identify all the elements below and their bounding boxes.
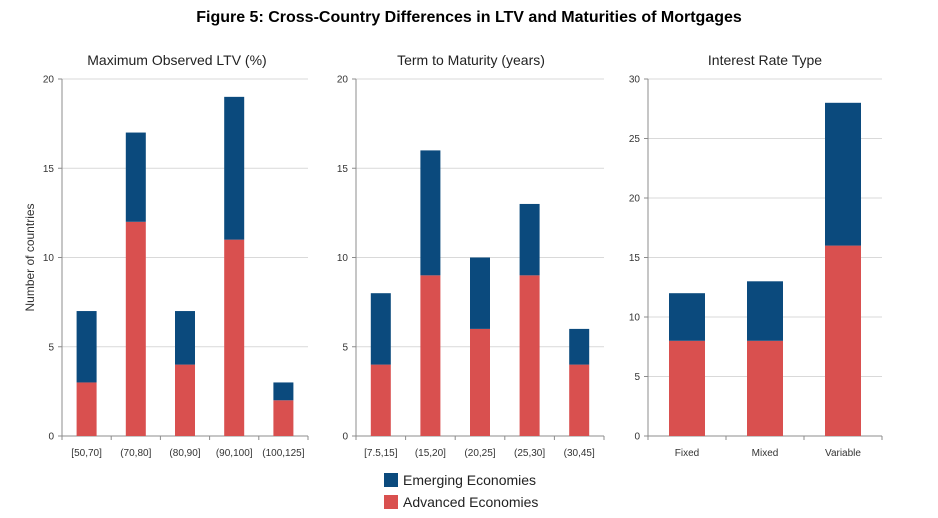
x-tick-label: Variable — [825, 448, 861, 459]
y-axis-label: Number of countries — [23, 203, 37, 311]
x-tick-label: (15,20] — [415, 448, 446, 459]
chart-title: Maximum Observed LTV (%) — [87, 52, 266, 68]
y-tick-label: 15 — [337, 164, 349, 175]
x-tick-label: (80,90] — [169, 448, 200, 459]
y-tick-label: 10 — [629, 313, 641, 324]
bar-emerging — [76, 311, 97, 383]
x-tick-label: (30,45] — [564, 448, 595, 459]
x-tick-label: (70,80] — [120, 448, 151, 459]
bar-emerging — [273, 382, 294, 401]
bar-advanced — [825, 245, 861, 436]
bar-advanced — [569, 364, 590, 436]
bar-advanced — [470, 328, 490, 436]
bar-advanced — [420, 275, 441, 436]
y-tick-label: 5 — [48, 342, 54, 353]
chart-panel-1: Maximum Observed LTV (%) 0 5 10 15 20 [50,70] (… — [23, 52, 309, 459]
chart-panel-2: Term to Maturity (years) 0 5 10 15 20 [7.5,15]… — [337, 52, 605, 459]
y-tick-label: 10 — [43, 253, 55, 264]
y-tick-label: 10 — [337, 253, 349, 264]
legend-swatch — [384, 495, 398, 509]
x-tick-label: [7.5,15] — [364, 448, 398, 459]
y-tick-label: 30 — [629, 75, 641, 86]
bar-emerging — [825, 102, 861, 246]
chart-title: Interest Rate Type — [708, 52, 822, 68]
bar-emerging — [519, 203, 540, 276]
bar-advanced — [224, 239, 245, 436]
y-tick-label: 5 — [342, 342, 348, 353]
x-tick-label: [50,70] — [71, 448, 102, 459]
bar-advanced — [125, 221, 146, 436]
y-tick-label: 20 — [629, 194, 641, 205]
y-tick-label: 15 — [629, 253, 641, 264]
bar-emerging — [125, 132, 146, 222]
legend-swatch — [384, 473, 398, 487]
x-tick-label: Mixed — [752, 448, 779, 459]
bar-advanced — [273, 400, 294, 436]
y-tick-label: 20 — [43, 75, 55, 86]
y-tick-label: 0 — [342, 432, 348, 443]
bar-emerging — [470, 257, 490, 329]
bar-emerging — [747, 281, 783, 341]
x-tick-label: (90,100] — [216, 448, 253, 459]
legend-label: Emerging Economies — [403, 472, 536, 488]
bar-emerging — [669, 293, 705, 341]
y-tick-label: 5 — [634, 372, 640, 383]
bar-advanced — [747, 340, 783, 436]
bar-advanced — [669, 340, 705, 436]
x-tick-label: (100,125] — [262, 448, 304, 459]
legend: Emerging Economies Advanced Economies — [384, 472, 538, 510]
y-tick-label: 0 — [634, 432, 640, 443]
bar-advanced — [519, 275, 540, 436]
bar-emerging — [224, 96, 245, 240]
bar-advanced — [175, 364, 195, 436]
bar-emerging — [569, 328, 590, 365]
bar-emerging — [175, 311, 195, 365]
x-tick-label: Fixed — [675, 448, 699, 459]
chart-title: Term to Maturity (years) — [397, 52, 545, 68]
y-tick-label: 15 — [43, 164, 55, 175]
y-tick-label: 25 — [629, 134, 641, 145]
bar-emerging — [420, 150, 441, 276]
figure-title: Figure 5: Cross-Country Differences in L… — [196, 9, 742, 26]
x-tick-label: (25,30] — [514, 448, 545, 459]
bar-emerging — [370, 293, 391, 365]
y-tick-label: 20 — [337, 75, 349, 86]
bar-advanced — [370, 364, 391, 436]
bar-advanced — [76, 382, 97, 436]
x-tick-label: (20,25] — [464, 448, 495, 459]
legend-label: Advanced Economies — [403, 494, 538, 510]
y-tick-label: 0 — [48, 432, 54, 443]
chart-panel-3: Interest Rate Type 0 5 10 15 20 25 30 Fixed Mixed… — [629, 52, 883, 459]
